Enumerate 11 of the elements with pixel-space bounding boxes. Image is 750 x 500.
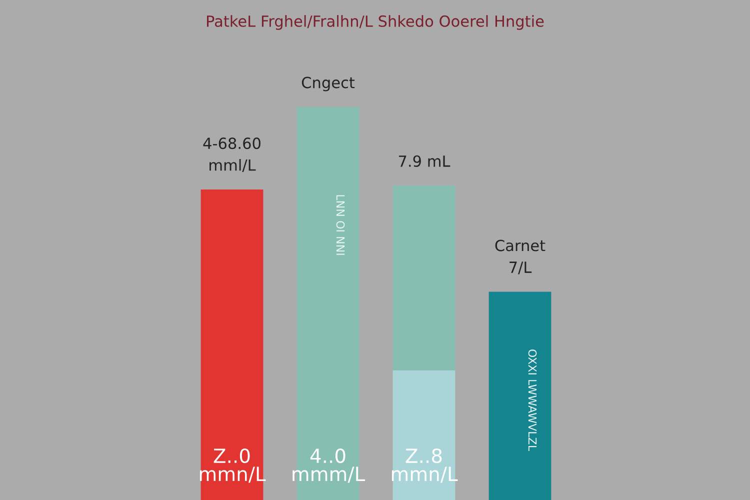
text: Cngect: [302, 76, 355, 92]
annotation: 4-68.60 mml/L: [203, 138, 260, 172]
bar: [488, 292, 552, 500]
annotation: 4..0 mmm/L: [292, 448, 365, 483]
annotation: Z..8 mmn/L: [392, 448, 458, 483]
annotation: 7.9 mL: [398, 155, 450, 167]
annotation: LNN OI NNI: [336, 195, 345, 255]
chart-title: PatkeL Frghel/Fralhn/L Shkedo Ooerel Hngtie: [207, 15, 544, 30]
annotation: OXXI LWWAWVLZL: [528, 350, 537, 452]
annotation: Carnet 7/L: [495, 240, 546, 274]
bar: [392, 186, 456, 370]
